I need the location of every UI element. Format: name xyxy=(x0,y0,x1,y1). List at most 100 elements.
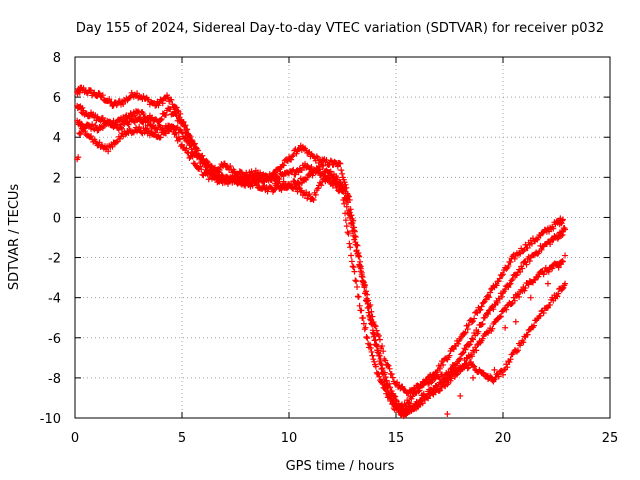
data-point xyxy=(500,271,506,278)
data-point xyxy=(110,124,117,131)
data-point xyxy=(343,223,350,230)
data-point xyxy=(175,135,182,142)
data-point xyxy=(370,356,377,363)
data-point xyxy=(474,341,481,348)
data-point xyxy=(369,313,376,320)
data-point xyxy=(507,280,514,287)
data-point xyxy=(349,228,356,235)
x-tick-label: 0 xyxy=(71,431,79,446)
data-point xyxy=(537,312,544,319)
data-point xyxy=(368,308,375,315)
data-point xyxy=(339,170,346,177)
data-point xyxy=(152,129,159,136)
data-point xyxy=(547,301,554,308)
data-point xyxy=(363,333,370,340)
data-point xyxy=(208,167,215,174)
data-point xyxy=(386,365,393,372)
data-point xyxy=(161,129,168,136)
data-point xyxy=(473,309,480,316)
data-point xyxy=(290,152,297,159)
data-point xyxy=(508,301,515,308)
data-point xyxy=(394,379,401,386)
data-point xyxy=(527,294,534,301)
y-tick-label: 6 xyxy=(53,91,61,106)
data-point xyxy=(385,391,392,398)
data-point xyxy=(513,272,520,279)
data-point xyxy=(373,327,380,334)
data-point xyxy=(346,240,353,247)
data-point xyxy=(466,341,473,348)
x-axis-label: GPS time / hours xyxy=(286,459,395,474)
data-point xyxy=(516,249,523,256)
plot-frame xyxy=(74,56,611,419)
data-point xyxy=(197,163,204,170)
data-point xyxy=(490,306,497,313)
data-point xyxy=(352,239,359,246)
data-point xyxy=(452,370,459,377)
data-point xyxy=(96,90,103,97)
y-tick-label: -2 xyxy=(48,252,61,267)
data-point xyxy=(540,310,547,317)
data-point xyxy=(550,225,557,232)
data-point xyxy=(369,329,376,336)
data-point xyxy=(105,148,112,155)
data-point xyxy=(157,96,164,103)
data-point xyxy=(501,367,508,374)
data-point xyxy=(485,372,492,379)
data-point xyxy=(368,348,375,355)
data-point xyxy=(520,339,527,346)
data-point xyxy=(349,220,356,227)
data-point xyxy=(395,404,402,411)
y-tick-label: -6 xyxy=(48,332,61,347)
data-point xyxy=(84,90,91,97)
data-point xyxy=(360,320,367,327)
data-point xyxy=(503,361,510,368)
data-point xyxy=(446,352,453,359)
data-point xyxy=(267,184,274,191)
data-point xyxy=(555,264,562,271)
data-point xyxy=(517,268,524,275)
data-point xyxy=(120,100,127,107)
data-point xyxy=(112,120,119,127)
data-point xyxy=(367,301,374,308)
data-point xyxy=(509,276,516,283)
data-point xyxy=(456,356,463,363)
data-point xyxy=(479,321,486,328)
data-point xyxy=(363,288,370,295)
data-point xyxy=(386,392,393,399)
data-point xyxy=(379,381,386,387)
data-point xyxy=(179,129,185,136)
data-point xyxy=(288,156,295,163)
data-point xyxy=(511,255,518,262)
x-tick-label: 20 xyxy=(495,431,512,446)
data-point xyxy=(388,396,395,403)
data-point xyxy=(559,231,566,238)
data-point xyxy=(227,162,234,169)
data-point xyxy=(459,350,466,357)
data-point xyxy=(92,122,99,129)
data-point xyxy=(173,112,180,119)
data-point xyxy=(125,121,132,128)
data-point xyxy=(176,136,183,143)
data-point xyxy=(507,356,514,363)
data-point xyxy=(559,258,566,265)
data-point xyxy=(280,178,287,185)
data-point xyxy=(264,188,271,195)
data-point xyxy=(256,173,263,180)
data-point xyxy=(237,175,244,182)
data-point xyxy=(198,166,205,173)
data-point xyxy=(350,232,357,239)
data-point xyxy=(424,394,431,401)
data-point xyxy=(278,183,285,190)
data-point xyxy=(370,333,377,340)
data-point xyxy=(201,160,208,167)
data-point xyxy=(440,376,447,383)
data-point xyxy=(465,364,472,371)
data-point xyxy=(169,123,176,130)
data-point xyxy=(233,179,240,186)
data-point xyxy=(369,352,376,359)
data-point xyxy=(371,322,378,329)
data-point xyxy=(200,159,207,166)
data-point xyxy=(465,321,472,328)
data-point xyxy=(158,116,165,123)
